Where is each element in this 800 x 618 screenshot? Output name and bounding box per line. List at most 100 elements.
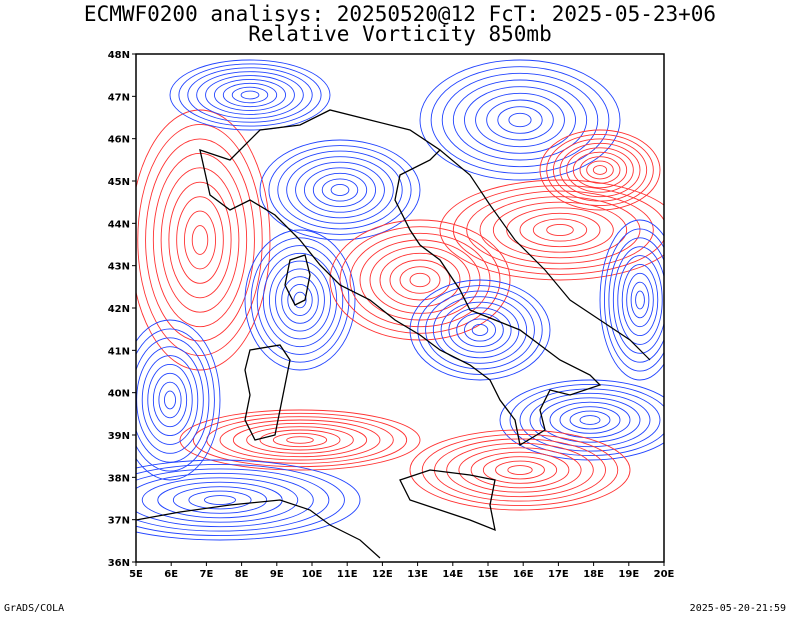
negative-contour	[213, 78, 287, 112]
title-line-1: ECMWF0200 analisys: 20250520@12 FcT: 202…	[83, 2, 717, 26]
negative-contour	[621, 263, 659, 337]
negative-contour	[136, 319, 221, 481]
lat-tick-label: 36N	[108, 558, 130, 569]
negative-contour	[486, 99, 554, 141]
lon-tick-label: 16E	[513, 569, 534, 580]
lat-tick-label: 38N	[108, 473, 130, 484]
negative-contour	[268, 145, 412, 235]
positive-contour	[259, 429, 341, 451]
negative-contour	[277, 150, 403, 230]
footer-timestamp: 2025-05-20-21:59	[689, 603, 786, 614]
positive-contour	[219, 419, 381, 461]
negative-contour	[599, 219, 664, 381]
positive-contour	[339, 226, 501, 334]
negative-contour	[626, 272, 654, 328]
negative-contour	[136, 328, 215, 472]
negative-contour	[178, 63, 322, 127]
negative-contour	[321, 178, 359, 202]
positive-contour	[176, 196, 224, 284]
lat-tick-label: 46N	[108, 135, 130, 146]
lon-tick-label: 17E	[548, 569, 569, 580]
negative-contour	[141, 477, 299, 523]
negative-contour	[147, 363, 193, 437]
negative-contour	[440, 301, 520, 359]
positive-contour	[546, 223, 574, 237]
title-line-2: Relative Vorticity 850mb	[248, 22, 552, 46]
negative-contour	[286, 156, 394, 224]
lon-tick-label: 12E	[372, 569, 393, 580]
positive-contour	[482, 456, 558, 484]
lat-tick-label: 42N	[108, 304, 130, 315]
positive-contour	[349, 232, 491, 328]
positive-contour	[479, 196, 641, 264]
negative-contour	[163, 390, 177, 410]
positive-contour	[566, 147, 634, 193]
negative-contour	[136, 459, 361, 541]
negative-contour	[136, 464, 345, 536]
lon-tick-label: 20E	[654, 569, 675, 580]
lon-tick-label: 15E	[478, 569, 499, 580]
lat-tick-label: 39N	[108, 431, 130, 442]
negative-contour	[196, 71, 304, 119]
lon-tick-label: 11E	[337, 569, 358, 580]
positive-contour	[446, 442, 594, 498]
positive-contour	[168, 181, 232, 299]
lon-tick-label: 5E	[129, 569, 143, 580]
negative-contour	[240, 90, 260, 100]
lat-tick-label: 43N	[108, 262, 130, 273]
negative-contour	[529, 392, 651, 448]
positive-contour	[579, 156, 621, 184]
positive-contour	[191, 225, 209, 255]
axis-labels: 5E 6E 7E 8E 9E 10E 11E 12E 13E 14E 15E 16E 17E 18E 19E…	[108, 50, 675, 580]
negative-contour	[152, 372, 188, 428]
positive-contour	[495, 460, 545, 480]
negative-contour	[409, 279, 551, 381]
positive-contour	[546, 133, 654, 207]
positive-contour	[369, 246, 471, 314]
lat-tick-label: 37N	[108, 516, 130, 527]
lon-tick-label: 8E	[235, 569, 249, 580]
negative-contour	[417, 285, 543, 375]
positive-contour	[192, 412, 408, 468]
negative-contour	[231, 86, 269, 104]
positive-contour	[136, 109, 271, 371]
negative-contour	[604, 228, 664, 372]
negative-contour	[187, 67, 313, 123]
lon-tick-label: 13E	[407, 569, 428, 580]
negative-contour	[287, 283, 313, 317]
lon-tick-label: 7E	[200, 569, 214, 580]
positive-contour	[507, 465, 533, 475]
negative-contour	[281, 276, 319, 324]
lat-tick-label: 47N	[108, 92, 130, 103]
positive-contour	[492, 201, 628, 259]
positive-contour	[272, 432, 328, 448]
positive-contour	[532, 218, 588, 242]
positive-contour	[559, 142, 641, 198]
positive-contour	[552, 138, 648, 202]
positive-contour	[409, 429, 631, 511]
positive-contour	[519, 212, 601, 248]
footer-software-label: GrADS/COLA	[4, 603, 65, 614]
positive-contour	[389, 259, 451, 301]
negative-contour	[441, 72, 599, 168]
positive-contour	[506, 207, 614, 253]
negative-contour	[559, 406, 621, 434]
negative-contour	[635, 290, 645, 310]
negative-contour	[508, 112, 532, 128]
negative-contour	[425, 290, 535, 370]
negative-contour	[471, 323, 489, 337]
negative-contour	[539, 397, 641, 443]
positive-contour	[586, 160, 614, 180]
positive-contour	[286, 436, 314, 444]
positive-contour	[246, 426, 354, 454]
positive-contour	[470, 451, 570, 489]
vorticity-field	[136, 59, 664, 541]
negative-contour	[497, 106, 543, 134]
negative-contour	[617, 255, 663, 345]
negative-contour	[222, 82, 278, 108]
negative-contour	[452, 79, 588, 161]
negative-contour	[463, 86, 577, 154]
negative-contour	[419, 59, 621, 181]
negative-contour	[172, 486, 268, 514]
